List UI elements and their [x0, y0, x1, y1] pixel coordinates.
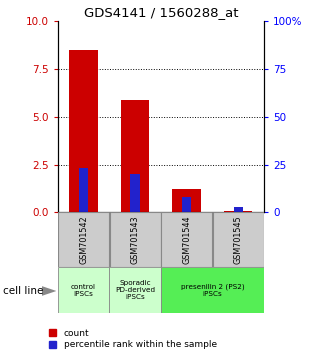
Bar [58, 267, 109, 313]
Text: presenilin 2 (PS2)
iPSCs: presenilin 2 (PS2) iPSCs [181, 284, 244, 297]
Text: GSM701545: GSM701545 [234, 216, 243, 264]
Bar [161, 212, 212, 267]
Bar [224, 211, 252, 212]
Text: GSM701542: GSM701542 [79, 216, 88, 264]
Bar [213, 212, 264, 267]
Bar [58, 212, 109, 267]
Text: control
IPSCs: control IPSCs [71, 284, 96, 297]
Polygon shape [42, 286, 56, 296]
Bar [161, 267, 264, 313]
Legend: count, percentile rank within the sample: count, percentile rank within the sample [49, 329, 216, 349]
Text: Sporadic
PD-derived
iPSCs: Sporadic PD-derived iPSCs [115, 280, 155, 300]
Title: GDS4141 / 1560288_at: GDS4141 / 1560288_at [83, 6, 238, 19]
Text: GSM701543: GSM701543 [131, 216, 140, 264]
Text: cell line: cell line [3, 286, 44, 296]
Text: GSM701544: GSM701544 [182, 216, 191, 264]
Bar [110, 212, 161, 267]
Bar [182, 197, 191, 212]
Bar [130, 174, 140, 212]
Bar [79, 169, 88, 212]
Bar [173, 189, 201, 212]
Bar [234, 207, 243, 212]
Bar [69, 50, 98, 212]
Bar [109, 267, 161, 313]
Bar [121, 99, 149, 212]
